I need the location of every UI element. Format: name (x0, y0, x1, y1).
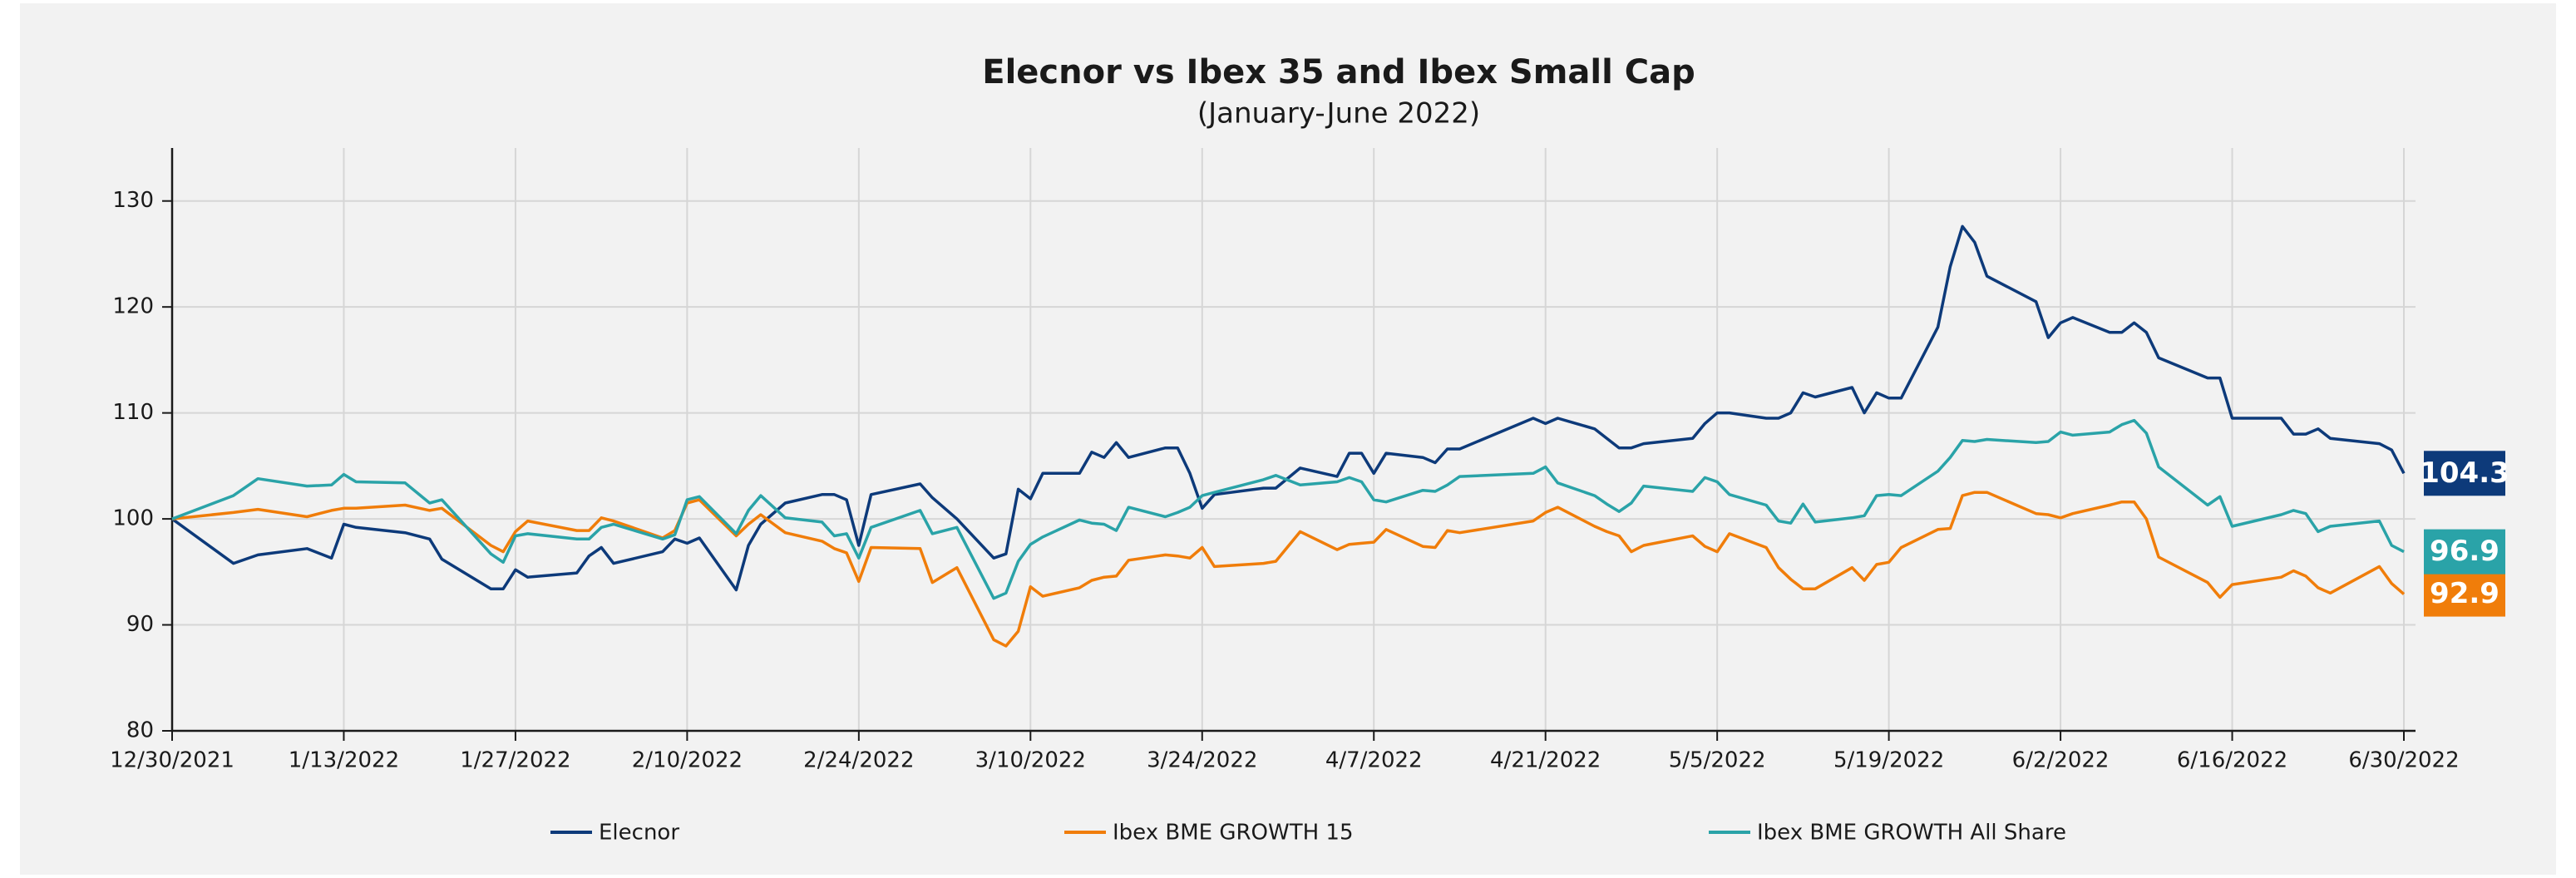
end-label: 104.3 (2420, 456, 2509, 490)
end-label-box (2424, 529, 2505, 575)
end-label: 92.9 (2430, 577, 2500, 610)
y-tick-label: 80 (126, 718, 154, 743)
y-tick-label: 90 (126, 612, 154, 637)
x-tick-label: 6/2/2022 (2012, 748, 2110, 773)
chart-subtitle: (January-June 2022) (1197, 97, 1480, 131)
x-tick-label: 4/21/2022 (1490, 748, 1601, 773)
y-tick-label: 100 (112, 506, 154, 531)
y-tick-label: 120 (112, 294, 154, 319)
end-label: 96.9 (2430, 535, 2500, 568)
legend-label: Elecnor (599, 821, 679, 846)
series-line (170, 224, 2406, 592)
chart-title: Elecnor vs Ibex 35 and Ibex Small Cap (982, 53, 1695, 91)
x-tick-label: 6/16/2022 (2177, 748, 2287, 773)
x-tick-label: 1/13/2022 (289, 748, 399, 773)
x-tick-label: 6/30/2022 (2348, 748, 2459, 773)
y-tick-label: 110 (112, 400, 154, 425)
x-tick-label: 5/19/2022 (1833, 748, 1944, 773)
end-label-box (2424, 451, 2505, 496)
series-line (171, 418, 2405, 600)
x-tick-label: 3/10/2022 (975, 748, 1086, 773)
legend-label: Ibex BME GROWTH 15 (1113, 821, 1354, 846)
chart-background (20, 3, 2556, 875)
x-tick-label: 5/5/2022 (1669, 748, 1766, 773)
x-tick-label: 3/24/2022 (1147, 748, 1257, 773)
legend-label: Ibex BME GROWTH All Share (1757, 821, 2066, 846)
x-tick-label: 1/27/2022 (460, 748, 570, 773)
x-tick-label: 2/24/2022 (803, 748, 914, 773)
end-label-box (2424, 571, 2505, 617)
y-tick-label: 130 (112, 188, 154, 213)
x-tick-label: 2/10/2022 (632, 748, 743, 773)
x-tick-label: 12/30/2021 (110, 748, 234, 773)
x-tick-label: 4/7/2022 (1325, 748, 1423, 773)
